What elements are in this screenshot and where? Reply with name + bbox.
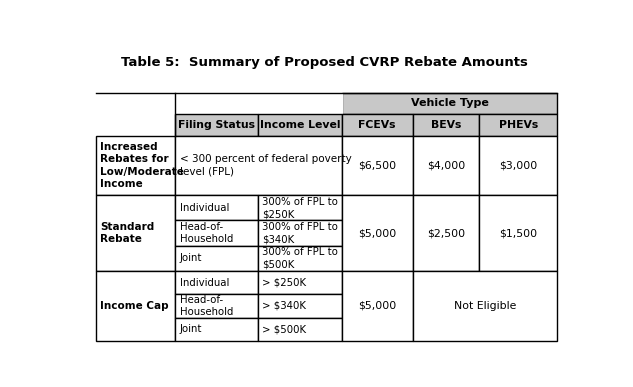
Bar: [258, 246, 342, 271]
Text: Filing Status: Filing Status: [178, 120, 255, 130]
Text: $6,500: $6,500: [358, 160, 396, 170]
Bar: [175, 221, 258, 246]
Bar: [479, 135, 558, 195]
Bar: [96, 135, 175, 195]
Text: Individual: Individual: [180, 203, 229, 213]
Text: Joint: Joint: [180, 253, 202, 264]
Text: Income Cap: Income Cap: [100, 301, 169, 311]
Text: BEVs: BEVs: [430, 120, 461, 130]
Bar: [96, 195, 175, 271]
Bar: [175, 271, 258, 295]
Bar: [413, 135, 479, 195]
Bar: [342, 92, 558, 114]
Bar: [258, 295, 342, 318]
Bar: [342, 195, 413, 271]
Bar: [258, 271, 342, 295]
Text: Not Eligible: Not Eligible: [454, 301, 517, 311]
Bar: [413, 114, 479, 135]
Bar: [175, 318, 258, 341]
Text: $4,000: $4,000: [427, 160, 465, 170]
Bar: [175, 114, 258, 135]
Bar: [342, 271, 413, 341]
Bar: [96, 114, 175, 135]
Bar: [413, 271, 558, 341]
Text: Increased
Rebates for
Low/Moderate
Income: Increased Rebates for Low/Moderate Incom…: [100, 142, 184, 189]
Text: Individual: Individual: [180, 278, 229, 288]
Bar: [175, 295, 258, 318]
Bar: [479, 195, 558, 271]
Bar: [175, 135, 342, 195]
Bar: [342, 135, 413, 195]
Text: Head-of-
Household: Head-of- Household: [180, 222, 233, 244]
Text: FCEVs: FCEVs: [358, 120, 396, 130]
Text: Table 5:  Summary of Proposed CVRP Rebate Amounts: Table 5: Summary of Proposed CVRP Rebate…: [121, 57, 528, 69]
Text: Joint: Joint: [180, 324, 202, 334]
Bar: [175, 246, 258, 271]
Text: Head-of-
Household: Head-of- Household: [180, 295, 233, 317]
Text: > $340K: > $340K: [262, 301, 306, 311]
Text: 300% of FPL to
$340K: 300% of FPL to $340K: [262, 222, 338, 244]
Text: > $500K: > $500K: [262, 324, 306, 334]
Bar: [96, 271, 175, 341]
Text: Vehicle Type: Vehicle Type: [411, 98, 489, 108]
Text: PHEVs: PHEVs: [499, 120, 538, 130]
Bar: [258, 318, 342, 341]
Bar: [96, 92, 342, 114]
Text: $1,500: $1,500: [499, 228, 537, 238]
Text: $5,000: $5,000: [358, 301, 396, 311]
Text: $2,500: $2,500: [427, 228, 465, 238]
Bar: [258, 195, 342, 221]
Text: $3,000: $3,000: [499, 160, 537, 170]
Bar: [258, 221, 342, 246]
Bar: [258, 114, 342, 135]
Text: 300% of FPL to
$250K: 300% of FPL to $250K: [262, 197, 338, 219]
Bar: [479, 114, 558, 135]
Text: $5,000: $5,000: [358, 228, 396, 238]
Text: Standard
Rebate: Standard Rebate: [100, 222, 154, 244]
Text: < 300 percent of federal poverty
level (FPL): < 300 percent of federal poverty level (…: [180, 154, 351, 176]
Text: Income Level: Income Level: [260, 120, 340, 130]
Bar: [342, 114, 413, 135]
Text: > $250K: > $250K: [262, 278, 306, 288]
Bar: [413, 195, 479, 271]
Text: 300% of FPL to
$500K: 300% of FPL to $500K: [262, 247, 338, 270]
Bar: [175, 195, 258, 221]
